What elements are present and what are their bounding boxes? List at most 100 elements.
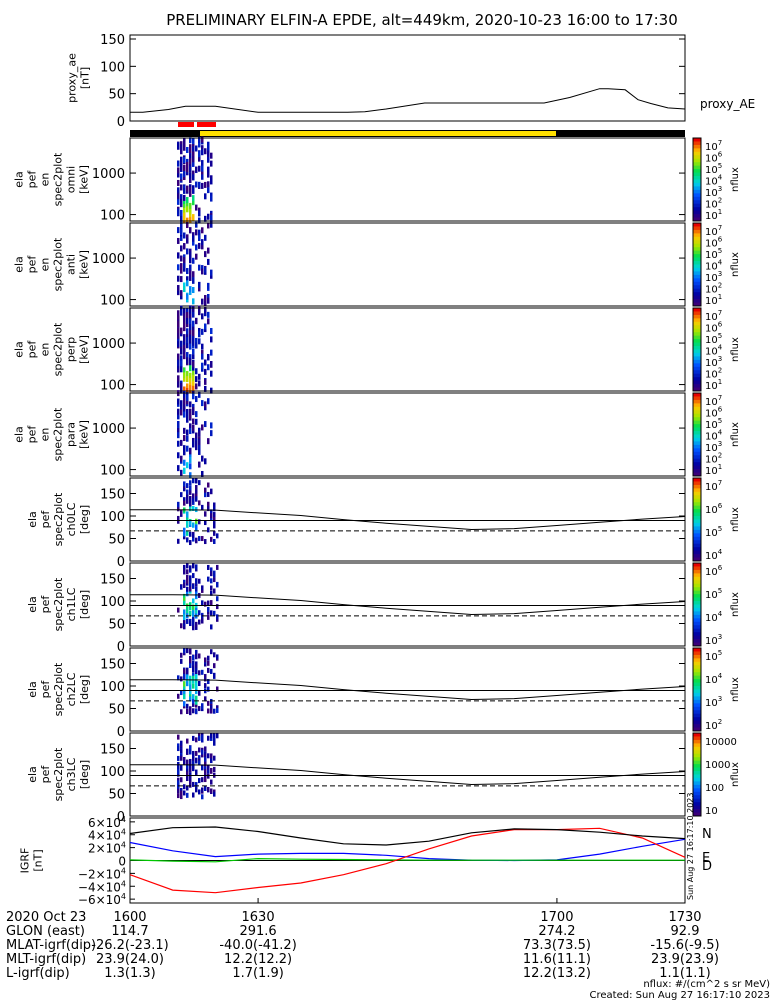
spectrogram-cell — [192, 215, 195, 222]
pitch-cell — [216, 707, 219, 713]
colorbar-cell — [693, 141, 701, 146]
footer-value: 1700 — [540, 910, 573, 925]
colorbar-cell — [693, 743, 701, 748]
pitch-cell — [207, 700, 210, 706]
colorbar-cell — [693, 261, 701, 265]
spectrogram-cell — [186, 409, 189, 416]
spectrogram-cell — [189, 343, 192, 350]
y-tick-label: 50 — [108, 533, 125, 548]
spectrogram-cell — [192, 151, 195, 158]
spectrogram-cell — [186, 248, 189, 255]
pitch-cell — [213, 577, 216, 583]
pitch-cell — [177, 788, 180, 794]
pitch-cell — [183, 671, 186, 677]
colorbar-cell — [693, 328, 701, 333]
pitch-cell — [198, 690, 201, 696]
spectrogram-cell — [183, 435, 186, 442]
figure-title: PRELIMINARY ELFIN-A EPDE, alt=449km, 202… — [166, 11, 678, 29]
pitch-cell — [192, 761, 195, 767]
spectrogram-cell — [177, 375, 180, 382]
footer-value: 1.1(1.1) — [659, 966, 711, 981]
pitch-cell — [210, 610, 213, 616]
colorbar-cell — [693, 264, 701, 269]
colorbar-cell — [693, 217, 701, 222]
spectrogram-cell — [210, 422, 213, 429]
colorbar-tick-label: 103 — [705, 633, 722, 647]
colorbar-cell — [693, 325, 701, 330]
colorbar-cell — [693, 498, 701, 503]
colorbar-cell — [693, 380, 701, 385]
y-tick-label: −4×104 — [78, 879, 126, 894]
spectrogram-cell — [189, 286, 192, 293]
spectrogram-cell — [183, 309, 186, 316]
colorbar-cell — [693, 533, 701, 538]
spectrogram-cell — [195, 145, 198, 152]
colorbar-cell — [693, 240, 701, 245]
pitch-cell — [183, 481, 186, 487]
pitch-cell — [216, 533, 219, 539]
spectrogram-cell — [195, 253, 198, 260]
pitch-cell — [183, 609, 186, 615]
colorbar-label: nflux — [730, 167, 741, 192]
ylabel-line: ch3LC — [65, 757, 78, 791]
y-tick-label: 1000 — [92, 422, 125, 437]
colorbar-cell — [693, 580, 701, 585]
pitch-cell — [207, 773, 210, 779]
y-tick-label: 50 — [108, 788, 125, 803]
spectrogram-cell — [189, 202, 192, 209]
colorbar-cell — [693, 158, 701, 163]
colorbar-cell — [693, 661, 701, 666]
footer-row-label: MLAT-igrf(dip) — [6, 938, 96, 953]
pitch-cell — [204, 511, 207, 517]
pitch-cell — [198, 735, 201, 741]
colorbar-cell — [693, 529, 701, 534]
y-tick-label: 100 — [100, 765, 125, 780]
spectrogram-cell — [201, 353, 204, 360]
spectrogram-cell — [195, 440, 198, 447]
spectrogram-cell — [189, 423, 192, 430]
pitch-cell — [198, 670, 201, 676]
footer-value: 1730 — [668, 910, 701, 925]
spectrogram-cell — [177, 275, 180, 282]
colorbar-cell — [693, 420, 701, 425]
colorbar-frame — [692, 562, 702, 647]
spectrogram-cell — [207, 150, 210, 157]
pitch-cell — [204, 746, 207, 752]
spectrogram-cell — [207, 353, 210, 360]
ylabel-line: pef — [26, 255, 39, 274]
ylabel-line: [deg] — [78, 760, 91, 789]
colorbar-cell — [693, 417, 701, 422]
pitch-cell — [216, 705, 219, 711]
pitch-cell — [192, 625, 195, 631]
colorbar-cell — [693, 465, 701, 470]
pitch-cell — [204, 492, 207, 498]
spectrogram-cell — [189, 385, 192, 392]
colorbar-cell — [693, 478, 701, 482]
y-tick-label: −2×104 — [78, 866, 126, 881]
spectrogram-cell — [189, 372, 192, 379]
pitch-cell — [201, 752, 204, 758]
colorbar-cell — [693, 536, 701, 541]
pitch-cell — [195, 649, 198, 655]
spectrogram-cell — [198, 242, 201, 249]
spectrogram-cell — [189, 463, 192, 470]
colorbar-frame — [692, 222, 702, 307]
spectrogram-cell — [186, 185, 189, 192]
units-note: nflux: #/(cm^2 s sr MeV) — [643, 979, 770, 990]
pitch-cell — [177, 734, 180, 740]
spectrogram-cell — [177, 321, 180, 328]
spectrogram-cell — [192, 352, 195, 359]
spectrogram-cell — [189, 456, 192, 463]
spectrogram-cell — [195, 342, 198, 349]
colorbar-cell — [693, 172, 701, 177]
side-timestamp: Sun Aug 27 16:17:10 2023 — [686, 793, 695, 900]
pitch-cell — [195, 518, 198, 524]
pitch-cell — [195, 586, 198, 592]
pitch-cell — [189, 758, 192, 764]
ylabel-line: spec2plot — [52, 747, 65, 801]
colorbar-cell — [693, 257, 701, 262]
y-tick-label: 150 — [100, 658, 125, 673]
spectrogram-cell — [180, 305, 183, 312]
